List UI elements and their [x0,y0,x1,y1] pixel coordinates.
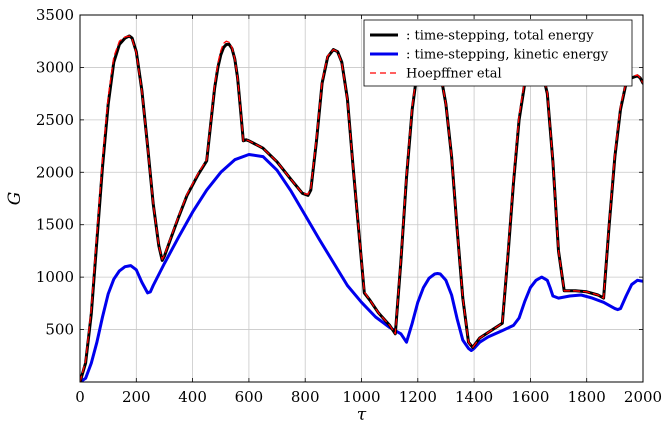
y-tick-label: 500 [45,321,74,339]
x-tick-label: 200 [122,388,151,406]
x-tick-label: 0 [75,388,85,406]
x-tick-label: 400 [178,388,207,406]
x-tick-label: 2000 [624,388,661,406]
legend-label-2: Hoepffner etal [406,67,502,82]
x-tick-label: 800 [291,388,320,406]
x-tick-label: 1000 [342,388,380,406]
series-line-1 [80,153,643,382]
y-tick-label: 3500 [36,6,74,24]
legend: : time-stepping, total energy : time-step… [363,19,633,87]
y-tick-label: 2000 [36,163,74,181]
legend-label-0: : time-stepping, total energy [406,29,594,44]
y-tick-label: 3000 [36,58,74,76]
x-tick-label: 600 [235,388,264,406]
legend-box [363,19,633,87]
y-tick-label: 2500 [36,111,74,129]
x-tick-label: 1200 [399,388,437,406]
x-tick-label: 1600 [511,388,549,406]
tick-labels: 0 200 400 600 800 1000 1200 1400 1600 1800 2000 500… [36,6,661,406]
legend-label-1: : time-stepping, kinetic energy [406,48,609,63]
x-tick-label: 1400 [455,388,493,406]
x-tick-label: 1800 [568,388,606,406]
x-axis-label: τ [357,405,367,425]
y-axis-label: G [5,192,25,206]
y-tick-label: 1000 [36,268,74,286]
tick-marks [79,14,644,382]
y-tick-label: 1500 [36,216,74,234]
